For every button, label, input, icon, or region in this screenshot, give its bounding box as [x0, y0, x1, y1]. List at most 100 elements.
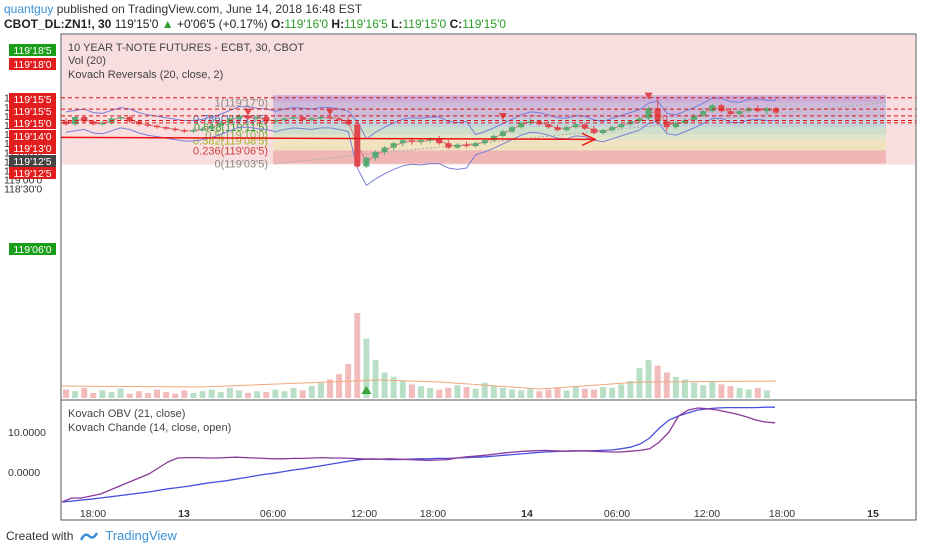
indicator-label: Kovach Reversals (20, close, 2)	[68, 69, 223, 81]
candle-body	[263, 116, 270, 122]
candle-body	[208, 125, 215, 129]
price-badge	[9, 142, 56, 154]
candle-body	[618, 124, 625, 128]
candle-body	[527, 121, 534, 123]
candle-body	[408, 140, 415, 142]
fib-zone	[273, 134, 886, 141]
candle-body	[691, 115, 698, 120]
price-badge	[9, 243, 56, 255]
volume-bar	[691, 382, 698, 398]
candle-body	[773, 108, 779, 113]
price-badge-label: 119'14'0	[13, 131, 51, 143]
volume-bar	[372, 359, 379, 398]
candle-body	[99, 122, 106, 125]
volume-bar	[163, 392, 170, 398]
candle-body	[509, 127, 516, 132]
candle-body	[727, 111, 734, 115]
volume-bar	[144, 392, 151, 398]
candle-body	[600, 130, 607, 134]
volume-bar	[208, 389, 215, 398]
candle-body	[172, 128, 179, 131]
volume-bar	[472, 388, 479, 398]
volume-bar	[645, 359, 652, 398]
volume-bar	[63, 389, 69, 398]
volume-bar	[527, 388, 534, 398]
annotation-arrow-head	[581, 132, 597, 147]
volume-bar	[572, 386, 579, 398]
candle-body	[154, 125, 161, 128]
symbol-label: CBOT_DL:ZN1!, 30	[4, 17, 112, 31]
volume-bar	[245, 392, 252, 398]
fib-zone	[273, 150, 886, 164]
volume-bar	[226, 387, 233, 398]
volume-ma-line	[60, 379, 777, 390]
reversal-down-marker	[644, 92, 653, 100]
volume-bar	[754, 387, 761, 398]
price-badge	[9, 44, 56, 56]
volume-bar	[709, 381, 716, 398]
fib-level-label: 0.236(119'06'5)	[193, 145, 268, 157]
reversal-down-marker	[498, 112, 507, 120]
volume-bar	[545, 389, 552, 398]
candle-body	[354, 124, 361, 167]
open-label: O:	[271, 17, 285, 31]
volume-bar	[363, 338, 370, 398]
volume-bar	[235, 390, 242, 398]
candle-body	[235, 115, 242, 119]
candle-body	[217, 122, 224, 126]
price-badge	[9, 130, 56, 142]
volume-bar	[718, 384, 725, 398]
high-label: H:	[331, 17, 345, 31]
candle-body	[390, 143, 397, 148]
reversal-down-marker	[244, 108, 253, 116]
price-badge-label: 119'12'5	[13, 168, 51, 180]
candle-body	[745, 108, 752, 112]
volume-bar	[554, 387, 561, 398]
volume-bar	[308, 386, 315, 398]
candle-body	[381, 147, 388, 152]
volume-bar	[581, 388, 588, 398]
oscillator-subtitle: Kovach Chande (14, close, open)	[68, 422, 231, 434]
candle-body	[372, 151, 379, 158]
volume-bar	[672, 376, 679, 398]
candle-body	[81, 116, 88, 122]
volume-bar	[600, 386, 607, 398]
candle-body	[308, 118, 315, 120]
candle-body	[581, 124, 588, 129]
volume-bar	[499, 387, 506, 398]
volume-bar	[681, 379, 688, 398]
candle-body	[700, 111, 707, 116]
reversal-up-marker	[361, 386, 372, 394]
candle-body	[481, 140, 488, 144]
price-badge	[9, 167, 56, 179]
candle-body	[545, 124, 552, 128]
candle-body	[363, 157, 370, 167]
chart-title: 10 YEAR T-NOTE FUTURES - ECBT, 30, CBOT	[68, 42, 304, 54]
candle-body	[345, 119, 352, 125]
volume-bar	[408, 384, 415, 398]
volume-bar	[536, 391, 543, 398]
candle-body	[427, 138, 434, 141]
price-badge-label: 119'15'0	[13, 118, 51, 130]
annotation-arrow-line	[60, 136, 594, 141]
candle-body	[490, 135, 497, 141]
price-badge	[9, 93, 56, 105]
volume-bar	[399, 381, 406, 398]
candle-body	[190, 130, 197, 132]
volume-bar	[627, 381, 634, 398]
price-badge-label: 119'18'5	[13, 45, 51, 57]
candle-body	[117, 116, 124, 119]
volume-bar	[445, 387, 452, 398]
fib-zone	[273, 102, 886, 119]
fib-level-label: 1(119'17'0)	[214, 97, 268, 109]
volume-bar	[154, 389, 161, 398]
time-tick-label: 12:00	[351, 508, 377, 520]
candle-body	[299, 116, 306, 120]
oscillator-tick-label: 10.0000	[8, 427, 46, 439]
candle-body	[518, 122, 525, 128]
author-link[interactable]: quantguy	[4, 2, 54, 16]
volume-bar	[281, 391, 288, 398]
candle-body	[290, 116, 297, 119]
tradingview-brand-link[interactable]: TradingView	[105, 528, 177, 543]
